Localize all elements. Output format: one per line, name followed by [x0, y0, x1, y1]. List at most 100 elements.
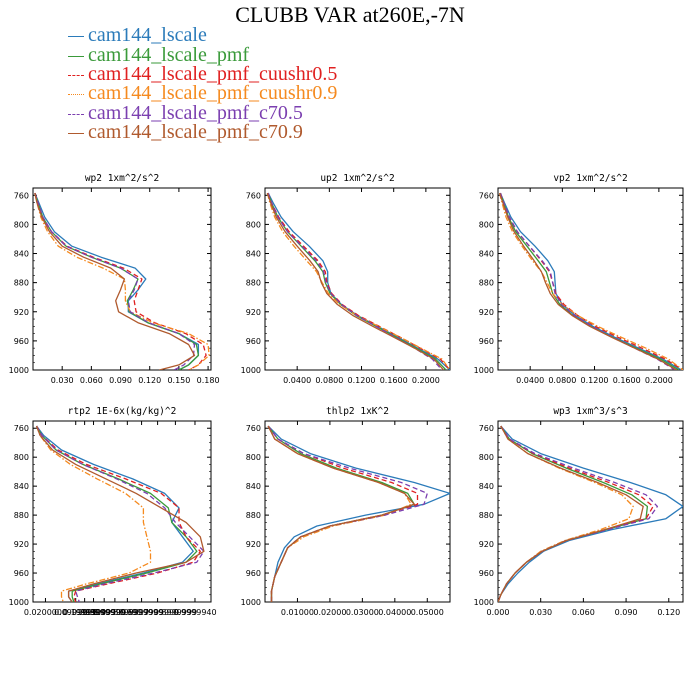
x-tick-label: 0.2000 — [645, 376, 673, 385]
x-tick-label: 0.1600 — [380, 376, 408, 385]
legend-swatch — [68, 55, 84, 57]
x-tick-label: 0.0999999 — [54, 608, 97, 617]
panel-title: up2 1xm^2/s^2 — [320, 173, 394, 184]
y-tick-label: 960 — [479, 337, 494, 346]
series-line — [498, 425, 654, 602]
series-line — [499, 192, 680, 370]
x-tick-label: 0.1600 — [613, 376, 641, 385]
series-line — [36, 425, 201, 602]
y-tick-label: 880 — [14, 279, 29, 288]
y-tick-label: 760 — [479, 424, 494, 433]
legend-label: cam144_lscale_pmf_cuushr0.5 — [88, 62, 338, 85]
series-line — [267, 192, 447, 370]
y-tick-label: 760 — [246, 191, 261, 200]
y-tick-label: 800 — [14, 453, 29, 462]
x-tick-label: 0.5999999 — [106, 608, 149, 617]
y-tick-label: 1000 — [241, 598, 261, 607]
x-tick-label: 0.120 — [657, 608, 680, 617]
plot-frame — [497, 420, 684, 603]
y-tick-label: 800 — [14, 220, 29, 229]
plot-frame — [264, 420, 451, 603]
legend-label: cam144_lscale_pmf — [88, 43, 250, 66]
y-tick-label: 800 — [479, 453, 494, 462]
x-tick-label: 0.120 — [138, 376, 161, 385]
series-line — [267, 192, 450, 370]
panel-4: rtp2 1E-6x(kg/kg)^2 760 800 840 880 920 960 100… — [9, 406, 217, 617]
y-tick-label: 960 — [246, 569, 261, 578]
series-line — [267, 425, 419, 602]
series-line — [35, 425, 205, 602]
y-tick-label: 840 — [14, 250, 29, 259]
chart-title: CLUBB VAR at260E,-7N — [235, 2, 465, 27]
y-tick-label: 960 — [14, 337, 29, 346]
panel-1: wp2 1xm^2/s^2 760 800 840 880 920 960 1000 0.030… — [9, 173, 220, 385]
series-line — [498, 425, 659, 602]
panel-6: wp3 1xm^3/s^3 760 800 840 880 920 960 10000.000… — [474, 406, 684, 617]
panel-5: thlp2 1xK^2 760 800 840 880 920 960 1000 0.01000… — [241, 406, 451, 617]
x-tick-label: 0.05000 — [411, 608, 444, 617]
series-line — [267, 425, 415, 602]
legend-swatch — [68, 74, 84, 76]
x-tick-label: 0.0800 — [315, 376, 343, 385]
series-line — [267, 425, 415, 602]
series-line — [34, 192, 200, 370]
x-tick-label: 0.04000 — [378, 608, 411, 617]
x-tick-label: 0.3999999 — [83, 608, 126, 617]
series-line — [499, 192, 682, 370]
legend-label: cam144_lscale_pmf_c70.5 — [88, 101, 303, 124]
series-line — [34, 192, 200, 370]
legend-swatch — [68, 133, 84, 135]
panel-3: vp2 1xm^2/s^2 760 800 840 880 920 960 1000 0.040… — [474, 173, 684, 385]
x-tick-label: 0.1999999 — [63, 608, 106, 617]
series-line — [498, 192, 677, 370]
series-line — [498, 425, 649, 602]
series-line — [34, 192, 207, 370]
series-line — [34, 192, 210, 370]
y-tick-label: 760 — [479, 191, 494, 200]
x-tick-label: 0.060 — [572, 608, 595, 617]
x-tick-label: 0.8999999 — [154, 608, 197, 617]
y-tick-label: 840 — [14, 482, 29, 491]
y-tick-label: 800 — [479, 220, 494, 229]
series-line — [499, 192, 676, 370]
series-line — [34, 192, 196, 370]
panel-title: wp2 1xm^2/s^2 — [85, 173, 159, 184]
y-tick-label: 800 — [246, 220, 261, 229]
legend-item: cam144_lscale_pmf — [68, 43, 337, 66]
y-tick-label: 1000 — [9, 366, 29, 375]
y-tick-label: 920 — [246, 308, 261, 317]
x-tick-label: 0.7999999 — [136, 608, 179, 617]
plot-frame — [32, 187, 212, 371]
x-tick-label: 0.090 — [109, 376, 132, 385]
series-line — [34, 192, 196, 370]
y-tick-label: 960 — [479, 569, 494, 578]
y-tick-label: 840 — [479, 482, 494, 491]
legend-label: cam144_lscale_pmf_cuushr0.9 — [88, 82, 338, 105]
y-tick-label: 840 — [246, 482, 261, 491]
x-tick-label: 0.180 — [197, 376, 220, 385]
legend-item: cam144_lscale_pmf_cuushr0.9 — [68, 82, 338, 105]
panel-title: rtp2 1E-6x(kg/kg)^2 — [68, 406, 177, 417]
y-tick-label: 880 — [479, 279, 494, 288]
series-line — [498, 192, 683, 370]
y-tick-label: 920 — [14, 540, 29, 549]
legend-item: cam144_lscale_pmf_cuushr0.5 — [68, 62, 338, 85]
x-tick-label: 0.0800 — [548, 376, 576, 385]
y-tick-label: 1000 — [9, 598, 29, 607]
y-tick-label: 880 — [14, 511, 29, 520]
series-line — [267, 425, 412, 602]
legend-label: cam144_lscale — [88, 24, 207, 47]
x-tick-label: 0.0200000 — [24, 608, 67, 617]
y-tick-label: 800 — [246, 453, 261, 462]
legend-swatch — [68, 36, 84, 38]
legend-label: cam144_lscale_pmf_c70.9 — [88, 121, 303, 144]
legend-swatch — [68, 94, 84, 96]
x-tick-label: 0.6999999 — [120, 608, 163, 617]
series-line — [267, 425, 428, 602]
plot-frame — [497, 187, 684, 371]
x-tick-label: 0.0400 — [516, 376, 544, 385]
series-line — [36, 425, 205, 602]
y-tick-label: 920 — [246, 540, 261, 549]
legend-item: cam144_lscale_pmf_c70.9 — [68, 121, 337, 144]
